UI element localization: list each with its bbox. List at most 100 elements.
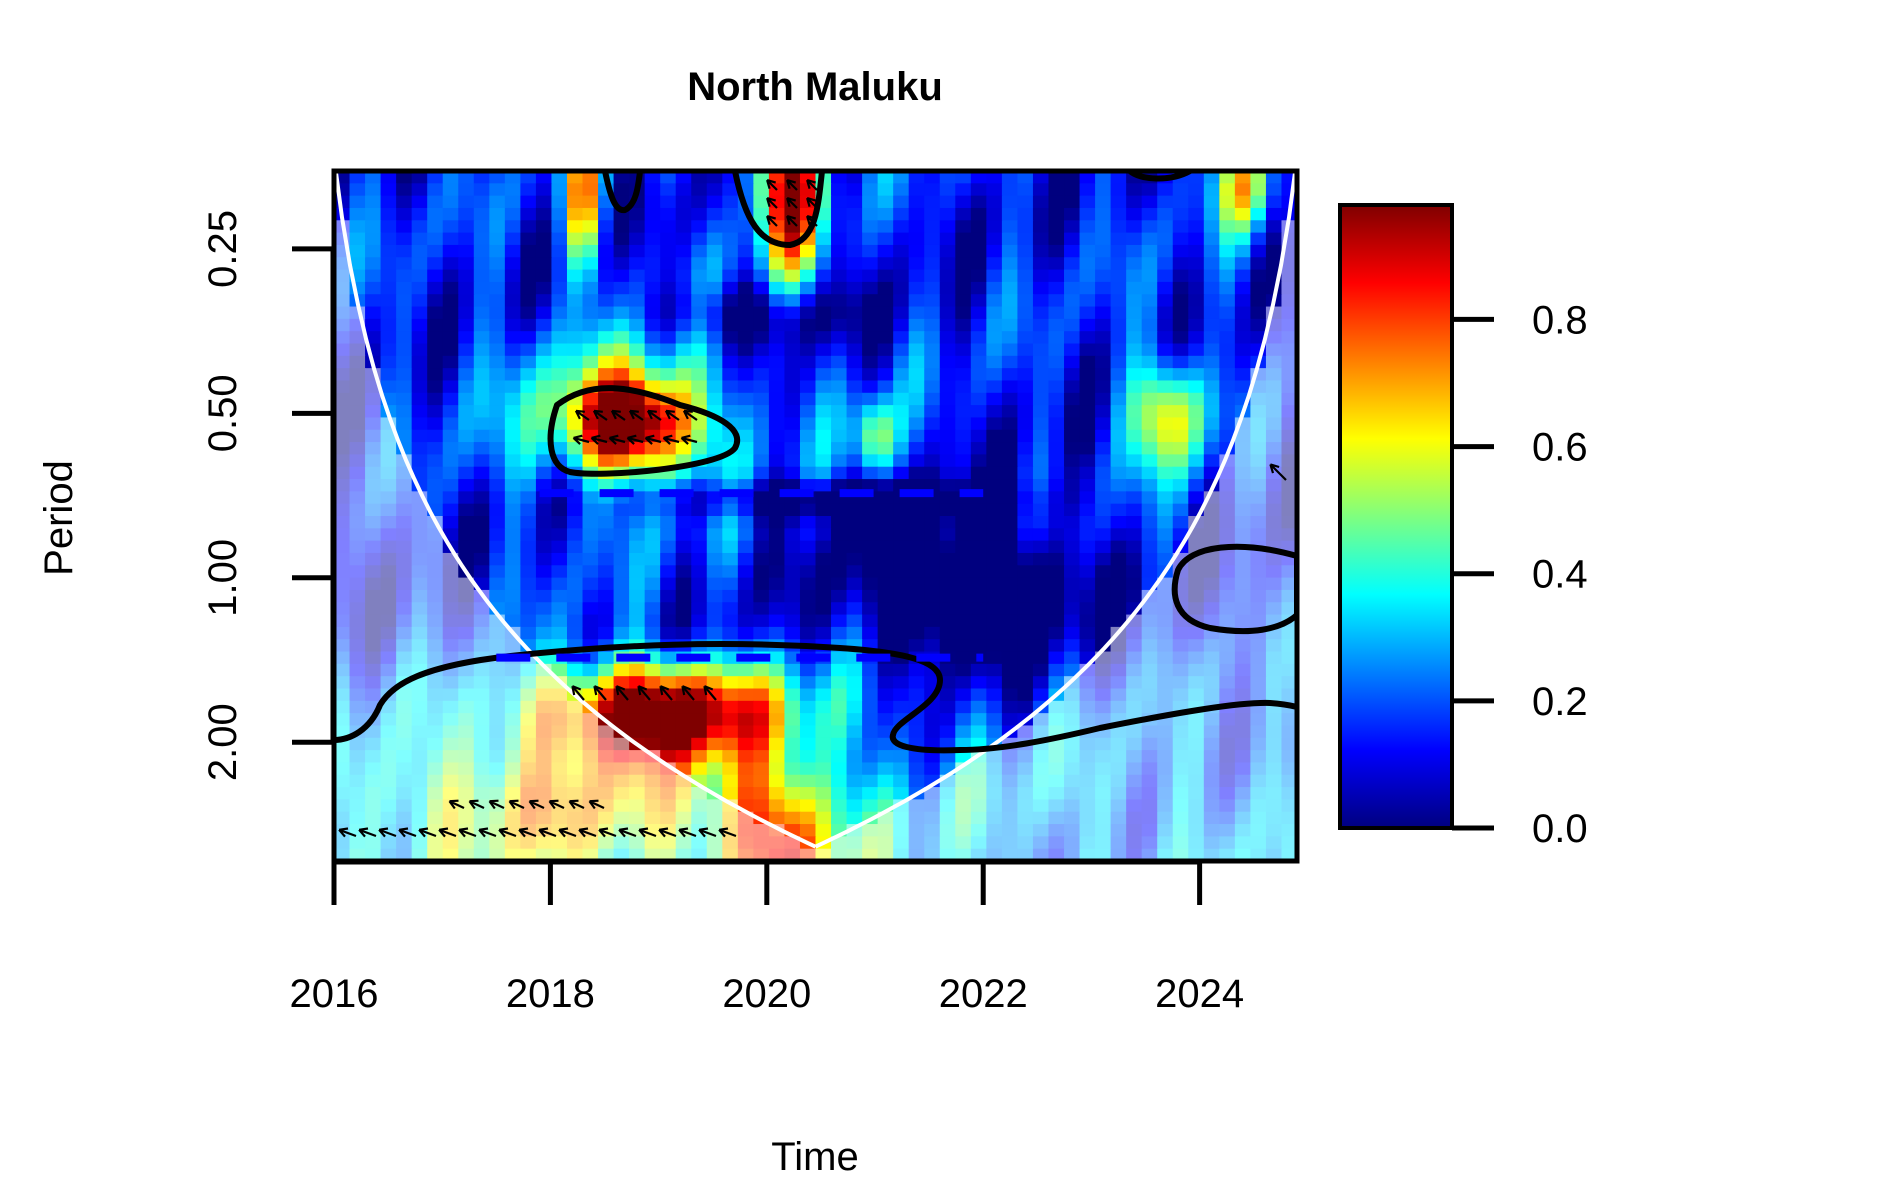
heatmap-cell xyxy=(458,429,475,443)
heatmap-cell xyxy=(1064,454,1081,468)
heatmap-cell xyxy=(908,676,925,690)
heatmap-cell xyxy=(955,516,972,529)
heatmap-cell xyxy=(566,454,584,468)
heatmap-cell xyxy=(349,207,366,221)
heatmap-cell xyxy=(846,466,863,480)
heatmap-cell xyxy=(893,811,910,825)
heatmap-cell xyxy=(1188,244,1205,258)
heatmap-cell xyxy=(815,577,832,591)
heatmap-cell xyxy=(737,355,754,369)
heatmap-cell xyxy=(442,836,459,850)
heatmap-cell xyxy=(551,429,568,443)
heatmap-cell xyxy=(442,392,459,406)
heatmap-cell xyxy=(1095,306,1112,320)
heatmap-cell xyxy=(986,306,1003,320)
heatmap-cell xyxy=(862,392,879,406)
significance-contour xyxy=(1171,543,1297,635)
heatmap-cell xyxy=(986,429,1003,443)
heatmap-cell xyxy=(1172,454,1189,468)
heatmap-cell xyxy=(1234,811,1251,825)
heatmap-cell xyxy=(986,528,1003,542)
heatmap-cell xyxy=(629,417,646,431)
heatmap-cell xyxy=(1032,725,1050,739)
heatmap-cell xyxy=(1064,429,1081,443)
heatmap-cell xyxy=(1110,417,1127,431)
heatmap-cell xyxy=(737,171,754,184)
heatmap-cell xyxy=(629,750,646,764)
heatmap-cell xyxy=(1110,589,1127,603)
heatmap-cell xyxy=(1219,380,1236,394)
heatmap-cell xyxy=(349,577,366,591)
heatmap-cell xyxy=(955,269,972,283)
heatmap-cell xyxy=(1017,626,1034,640)
heatmap-cell xyxy=(1110,651,1127,665)
heatmap-cell xyxy=(737,331,754,345)
heatmap-cell xyxy=(768,737,786,751)
heatmap-cell xyxy=(1265,220,1283,234)
heatmap-cell xyxy=(1064,171,1081,184)
heatmap-cell xyxy=(862,429,879,443)
heatmap-cell xyxy=(551,207,568,221)
heatmap-cell xyxy=(427,750,444,764)
heatmap-cell xyxy=(1095,294,1112,308)
heatmap-cell xyxy=(1126,417,1143,431)
heatmap-cell xyxy=(1032,281,1050,295)
heatmap-cell xyxy=(504,540,521,554)
heatmap-cell xyxy=(1095,503,1112,517)
heatmap-cell xyxy=(1188,491,1205,505)
heatmap-cell xyxy=(1188,466,1205,480)
heatmap-cell xyxy=(1126,811,1143,825)
heatmap-cell xyxy=(1157,220,1174,234)
heatmap-cell xyxy=(1095,343,1112,357)
heatmap-cell xyxy=(753,626,770,640)
heatmap-cell xyxy=(411,602,428,616)
heatmap-cell xyxy=(691,244,708,258)
heatmap-cell xyxy=(846,269,863,283)
heatmap-cell xyxy=(1064,663,1081,677)
heatmap-cell xyxy=(535,171,553,184)
heatmap-cell xyxy=(629,799,646,813)
heatmap-cell xyxy=(380,552,397,566)
heatmap-cell xyxy=(1157,503,1174,517)
heatmap-cell xyxy=(660,614,677,628)
heatmap-cell xyxy=(877,466,894,480)
heatmap-cell xyxy=(753,528,770,542)
heatmap-cell xyxy=(1064,787,1081,800)
heatmap-cell xyxy=(598,626,615,640)
heatmap-cell xyxy=(520,269,537,283)
heatmap-cell xyxy=(1064,355,1081,369)
heatmap-cell xyxy=(1157,257,1174,271)
heatmap-cell xyxy=(784,429,801,443)
heatmap-cell xyxy=(768,626,786,640)
heatmap-cell xyxy=(815,626,832,640)
heatmap-cell xyxy=(908,220,925,234)
heatmap-cell xyxy=(846,626,863,640)
heatmap-cell xyxy=(1157,183,1174,197)
heatmap-cell xyxy=(1157,466,1174,480)
heatmap-cell xyxy=(1219,318,1236,332)
heatmap-cell xyxy=(908,750,925,764)
heatmap-cell xyxy=(613,626,630,640)
heatmap-cell xyxy=(551,577,568,591)
heatmap-cell xyxy=(1219,491,1236,505)
heatmap-cell xyxy=(520,577,537,591)
heatmap-cell xyxy=(1095,257,1112,271)
heatmap-cell xyxy=(831,577,848,591)
heatmap-cell xyxy=(535,725,553,739)
heatmap-cell xyxy=(722,232,739,246)
heatmap-cell xyxy=(877,614,894,628)
heatmap-cell xyxy=(799,799,817,813)
heatmap-cell xyxy=(1110,528,1127,542)
heatmap-cell xyxy=(831,294,848,308)
heatmap-cell xyxy=(1048,565,1065,579)
heatmap-cell xyxy=(458,306,475,320)
heatmap-cell xyxy=(939,626,956,640)
heatmap-cell xyxy=(349,244,366,258)
heatmap-cell xyxy=(1032,171,1050,184)
heatmap-cell xyxy=(1265,639,1283,653)
heatmap-cell xyxy=(815,528,832,542)
phase-arrow xyxy=(588,799,605,810)
heatmap-cell xyxy=(489,516,506,529)
heatmap-cell xyxy=(1157,824,1174,837)
heatmap-cell xyxy=(660,355,677,369)
